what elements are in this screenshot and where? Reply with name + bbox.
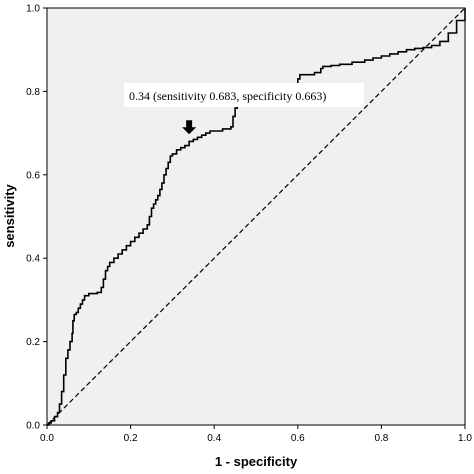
annotation: 0.34 (sensitivity 0.683, specificity 0.6… (124, 83, 364, 135)
y-tick-label: 0.8 (26, 87, 40, 98)
axis-tick-labels: 0.0 0.2 0.4 0.6 0.8 1.0 0.0 0.2 0.4 0.6 0.8 1.0 (26, 4, 472, 445)
y-tick-label: 0.4 (26, 254, 40, 265)
y-tick-label: 1.0 (26, 4, 40, 15)
x-tick-label: 1.0 (458, 433, 472, 444)
y-tick-label: 0.6 (26, 170, 40, 181)
roc-curve (47, 8, 466, 426)
annotation-text: 0.34 (sensitivity 0.683, specificity 0.6… (129, 89, 326, 103)
x-tick-label: 0.4 (207, 433, 221, 444)
y-tick-label: 0.2 (26, 337, 40, 348)
y-axis-title: sensitivity (2, 183, 17, 247)
y-tick-label: 0.0 (26, 421, 40, 432)
x-tick-label: 0.6 (291, 433, 305, 444)
x-axis-title: 1 - specificity (215, 454, 298, 469)
x-tick-label: 0.2 (124, 433, 138, 444)
x-tick-label: 0.0 (40, 433, 54, 444)
reference-diagonal-line (46, 7, 466, 426)
arrow-down-icon (182, 120, 197, 135)
x-tick-label: 0.8 (374, 433, 388, 444)
annotation-box (124, 83, 364, 107)
